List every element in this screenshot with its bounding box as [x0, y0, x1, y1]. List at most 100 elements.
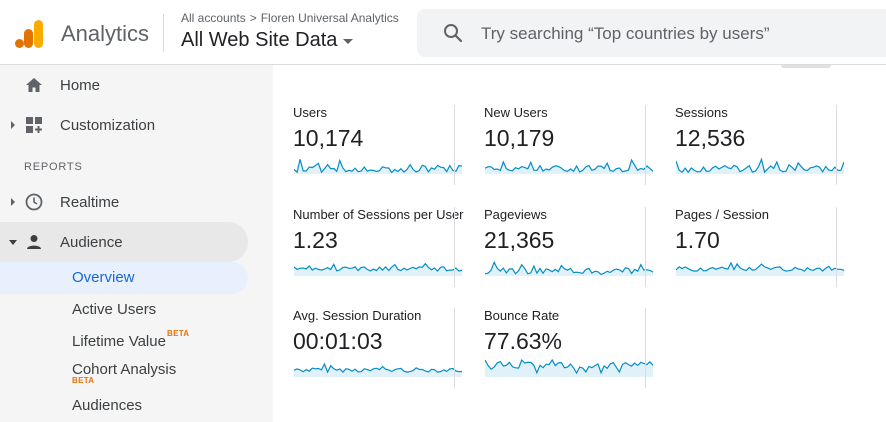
sparkline-line [294, 158, 462, 174]
metric-users[interactable]: Users 10,174 [273, 105, 462, 185]
metric-new-users[interactable]: New Users 10,179 [464, 105, 653, 185]
metric-value: 77.63% [484, 328, 563, 354]
beta-badge: BETA [167, 329, 190, 338]
metric-divider [645, 207, 646, 287]
metric-sessions[interactable]: Sessions 12,536 [655, 105, 844, 185]
metric-sparkline [485, 158, 653, 174]
sidebar-subitem-audiences[interactable]: Audiences [0, 390, 248, 422]
metric-sessions-per-user[interactable]: Number of Sessions per User 1.23 [273, 207, 464, 287]
sidebar-item-label: Customization [60, 116, 156, 134]
expand-arrow-icon[interactable] [11, 198, 15, 206]
person-icon [27, 235, 41, 249]
sparkline-line [485, 158, 653, 173]
metric-sparkline [294, 158, 462, 174]
audience-overview-main: Users 10,174 New Users 10,179 Sessions 1… [273, 65, 886, 422]
view-name: All Web Site Data [181, 29, 338, 51]
sidebar-item-label: Audience [60, 233, 123, 251]
metric-label: New Users [484, 105, 548, 120]
reports-section-label: REPORTS [24, 161, 83, 173]
metric-divider [454, 207, 455, 287]
sparkline-area [485, 160, 653, 174]
sidebar-item-audience[interactable]: Audience [0, 222, 248, 262]
metric-sparkline [676, 157, 844, 174]
home-icon [26, 78, 42, 92]
sparkline-line [294, 262, 462, 272]
collapse-arrow-icon[interactable] [9, 239, 17, 245]
metric-label: Avg. Session Duration [293, 308, 422, 323]
sidebar-subitem-overview[interactable]: Overview [0, 262, 248, 294]
search-placeholder: Try searching “Top countries by users” [481, 24, 770, 43]
metric-label: Pages / Session [675, 207, 769, 222]
metric-value: 12,536 [675, 125, 746, 151]
scroll-tab [781, 65, 831, 68]
metric-sparkline [676, 261, 844, 276]
sidebar-subitem-label: Lifetime Value BETA [72, 329, 189, 350]
metric-value: 10,179 [484, 125, 555, 151]
lifetime-value-text: Lifetime Value [72, 333, 166, 350]
sidebar-subitem-label: Active Users [72, 301, 157, 318]
breadcrumb-separator: > [249, 11, 257, 25]
dashboard-icon [26, 117, 42, 133]
sparkline-area [294, 263, 462, 276]
sparkline-line [294, 362, 462, 374]
account-breadcrumb[interactable]: All accounts > Floren Universal Analytics [181, 11, 405, 25]
breadcrumb-account[interactable]: Floren Universal Analytics [260, 11, 399, 25]
expand-arrow-icon[interactable] [11, 121, 15, 129]
metric-label: Sessions [675, 105, 728, 120]
metric-label: Pageviews [484, 207, 547, 222]
metric-value: 1.23 [293, 227, 338, 253]
sidebar-subitem-label: Cohort Analysis [72, 361, 177, 378]
caret-down-icon [343, 39, 354, 44]
search-bar[interactable]: Try searching “Top countries by users” [417, 9, 886, 57]
sparkline-line [676, 157, 844, 174]
sparkline-area [294, 364, 462, 377]
sparkline-area [676, 159, 844, 174]
view-selector[interactable]: All Web Site Data [181, 29, 354, 52]
header-divider [163, 14, 164, 52]
metric-pageviews[interactable]: Pageviews 21,365 [464, 207, 653, 287]
sidebar-subitem-lifetime-value[interactable]: Lifetime Value BETA [0, 326, 248, 358]
sidebar-item-label: Realtime [60, 193, 120, 211]
metric-label: Bounce Rate [484, 308, 560, 323]
sparkline-line [485, 260, 653, 276]
sidebar-subitem-label: Overview [72, 269, 135, 286]
metric-label: Number of Sessions per User [293, 207, 464, 222]
metric-label: Users [293, 105, 327, 120]
sidebar-subitem-active-users[interactable]: Active Users [0, 294, 248, 326]
metric-avg-session-duration[interactable]: Avg. Session Duration 00:01:03 [273, 308, 462, 388]
metric-divider [645, 105, 646, 185]
metric-value: 10,174 [293, 125, 364, 151]
metric-sparkline [294, 362, 462, 377]
sidebar-subitem-cohort-analysis[interactable]: Cohort Analysis BETA [0, 358, 248, 392]
metric-sparkline [485, 260, 653, 276]
metric-bounce-rate[interactable]: Bounce Rate 77.63% [464, 308, 653, 388]
search-icon [444, 24, 463, 43]
sidebar-nav: Home Customization REPORTS Realtime Audi… [0, 65, 273, 422]
metric-value: 1.70 [675, 227, 720, 253]
metric-divider [836, 105, 837, 185]
metric-divider [454, 105, 455, 185]
sparkline-area [485, 360, 653, 377]
beta-badge: BETA [72, 376, 95, 385]
top-header: Analytics All accounts > Floren Universal … [0, 0, 886, 65]
metric-value: 21,365 [484, 227, 555, 253]
metric-value: 00:01:03 [293, 328, 383, 354]
sidebar-subitem-label: Audiences [72, 397, 143, 414]
metric-divider [645, 308, 646, 388]
sidebar-item-label: Home [60, 76, 101, 94]
metric-sparkline [485, 359, 653, 377]
app-name[interactable]: Analytics [61, 21, 150, 46]
clock-icon [25, 193, 43, 211]
sparkline-line [676, 261, 844, 272]
sidebar-item-customization[interactable]: Customization [0, 105, 248, 145]
metric-sparkline [294, 262, 462, 276]
sidebar-item-realtime[interactable]: Realtime [0, 182, 248, 222]
metric-pages-per-session[interactable]: Pages / Session 1.70 [655, 207, 844, 287]
breadcrumb-root[interactable]: All accounts [181, 11, 246, 25]
sidebar-item-home[interactable]: Home [0, 65, 248, 105]
analytics-logo-icon[interactable] [14, 19, 44, 49]
metric-divider [454, 308, 455, 388]
sparkline-line [485, 359, 653, 375]
metric-divider [836, 207, 837, 287]
sparkline-area [676, 262, 844, 276]
